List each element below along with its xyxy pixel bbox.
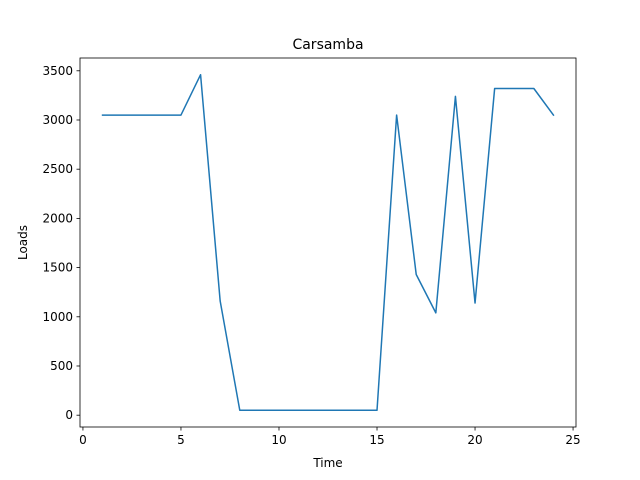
y-tick-label: 0 bbox=[65, 408, 73, 422]
y-tick-label: 2000 bbox=[42, 211, 73, 225]
plot-frame bbox=[79, 57, 577, 428]
x-tick-label: 0 bbox=[79, 433, 87, 447]
series-layer bbox=[101, 73, 555, 412]
series-line-1 bbox=[101, 73, 555, 412]
x-tick-label: 20 bbox=[467, 433, 482, 447]
plot-area bbox=[80, 58, 576, 427]
x-tick-label: 10 bbox=[271, 433, 286, 447]
x-tick-label: 5 bbox=[177, 433, 185, 447]
chart-title: Carsamba bbox=[292, 37, 363, 53]
y-axis-ticks: 0 500 1000 1500 2000 2500 3000 3500 bbox=[42, 64, 80, 422]
y-axis-label: Loads bbox=[16, 225, 30, 260]
x-axis-label: Time bbox=[312, 456, 342, 470]
x-tick-label: 15 bbox=[369, 433, 384, 447]
x-tick-label: 25 bbox=[565, 433, 580, 447]
y-tick-label: 1000 bbox=[42, 310, 73, 324]
y-tick-label: 500 bbox=[50, 359, 73, 373]
y-tick-label: 2500 bbox=[42, 162, 73, 176]
y-tick-label: 3500 bbox=[42, 64, 73, 78]
y-tick-label: 1500 bbox=[42, 261, 73, 275]
y-tick-label: 3000 bbox=[42, 113, 73, 127]
x-axis-ticks: 0 5 10 15 20 25 bbox=[79, 427, 581, 447]
